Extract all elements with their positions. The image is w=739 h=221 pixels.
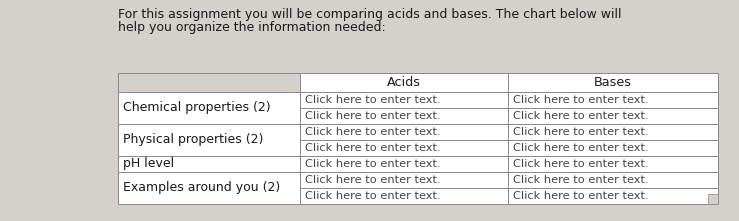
Text: Click here to enter text.: Click here to enter text. xyxy=(305,159,440,169)
Bar xyxy=(508,188,718,204)
Text: Click here to enter text.: Click here to enter text. xyxy=(305,143,440,153)
Bar xyxy=(118,172,300,204)
Text: Click here to enter text.: Click here to enter text. xyxy=(513,95,649,105)
Bar xyxy=(300,188,508,204)
Text: Click here to enter text.: Click here to enter text. xyxy=(305,111,440,121)
Bar xyxy=(508,172,718,188)
Bar xyxy=(300,156,508,172)
Text: Click here to enter text.: Click here to enter text. xyxy=(513,191,649,201)
Text: Click here to enter text.: Click here to enter text. xyxy=(513,111,649,121)
Bar xyxy=(300,172,508,188)
Bar xyxy=(508,140,718,156)
Text: pH level: pH level xyxy=(123,158,174,170)
Text: Click here to enter text.: Click here to enter text. xyxy=(305,191,440,201)
Text: Physical properties (2): Physical properties (2) xyxy=(123,133,263,147)
Text: Click here to enter text.: Click here to enter text. xyxy=(513,175,649,185)
Text: Bases: Bases xyxy=(594,76,632,89)
Text: Acids: Acids xyxy=(387,76,421,89)
Bar xyxy=(300,108,508,124)
Text: Examples around you (2): Examples around you (2) xyxy=(123,181,280,194)
Bar xyxy=(508,73,718,92)
Bar xyxy=(118,156,300,172)
Text: Click here to enter text.: Click here to enter text. xyxy=(513,159,649,169)
Text: Click here to enter text.: Click here to enter text. xyxy=(305,175,440,185)
Text: Click here to enter text.: Click here to enter text. xyxy=(513,127,649,137)
Bar xyxy=(118,124,300,156)
Bar xyxy=(300,73,508,92)
Bar xyxy=(118,92,300,124)
Text: Click here to enter text.: Click here to enter text. xyxy=(513,143,649,153)
Text: For this assignment you will be comparing acids and bases. The chart below will: For this assignment you will be comparin… xyxy=(118,8,621,21)
Text: Chemical properties (2): Chemical properties (2) xyxy=(123,101,270,114)
Text: Click here to enter text.: Click here to enter text. xyxy=(305,127,440,137)
Bar xyxy=(508,124,718,140)
Text: help you organize the information needed:: help you organize the information needed… xyxy=(118,21,386,34)
Bar xyxy=(300,124,508,140)
Text: Click here to enter text.: Click here to enter text. xyxy=(305,95,440,105)
Bar xyxy=(508,156,718,172)
Bar xyxy=(300,140,508,156)
Bar xyxy=(508,92,718,108)
Bar xyxy=(508,108,718,124)
Bar xyxy=(300,92,508,108)
Bar xyxy=(118,73,300,92)
Bar xyxy=(708,194,718,204)
